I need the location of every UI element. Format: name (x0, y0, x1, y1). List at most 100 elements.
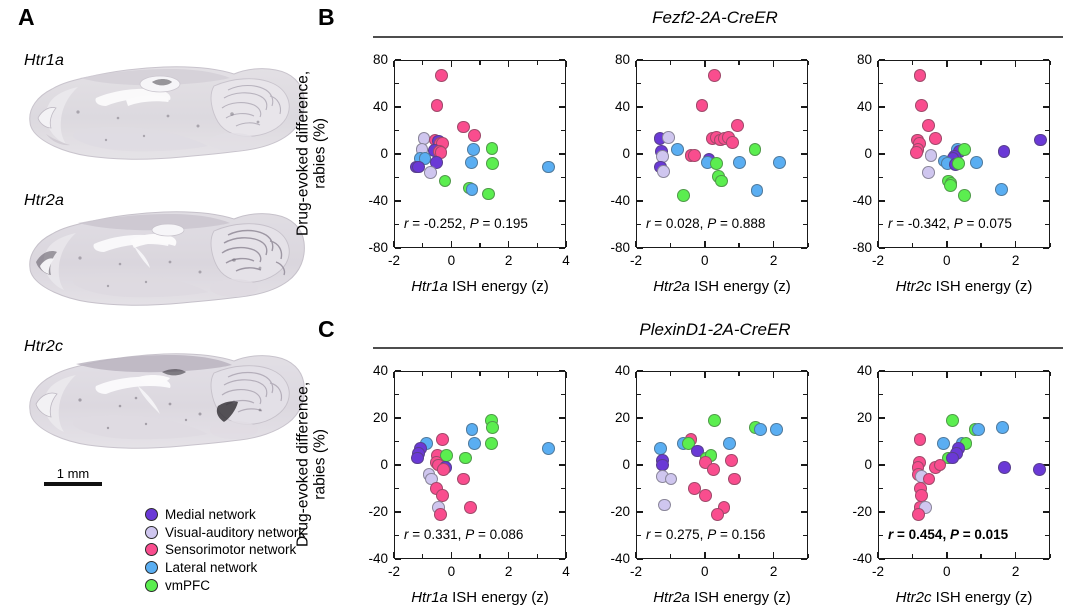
y-tick-minor (637, 176, 641, 179)
x-axis-label: Htr2c ISH energy (z) (858, 278, 1070, 295)
x-tick-minor (421, 554, 424, 558)
scatter-point (456, 472, 470, 486)
scatter-point (910, 146, 923, 160)
panel-b-rule (373, 36, 1063, 39)
x-tick-major-top (772, 372, 775, 378)
scatter-point (936, 437, 950, 451)
x-tick-major (635, 552, 637, 558)
y-tick-label: 80 (856, 52, 872, 67)
y-tick-major (879, 59, 885, 61)
x-axis-label-rest: ISH energy (z) (447, 589, 549, 606)
y-tick-major-right (801, 464, 807, 466)
x-tick-major (946, 241, 948, 247)
y-tick-minor-right (803, 82, 807, 85)
y-axis-label-line2: rabies (%) (312, 429, 329, 500)
y-tick-major-right (1043, 464, 1049, 466)
scatter-point (924, 148, 938, 162)
scatter-point (708, 68, 721, 82)
y-tick-major-right (1043, 247, 1049, 249)
r-value: r = 0.454 (888, 527, 943, 542)
scatter-point (690, 444, 704, 458)
x-tick-major-top (946, 372, 948, 378)
x-tick-major-top (946, 61, 948, 67)
y-tick-label: 20 (856, 410, 872, 425)
y-tick-major (395, 511, 401, 513)
correlation-annotation: r = 0.331, P = 0.086 (404, 527, 524, 542)
r-value: r = -0.342 (888, 216, 947, 231)
scatter-point (411, 160, 425, 174)
y-tick-major-right (1043, 153, 1049, 155)
legend-item[interactable]: vmPFC (145, 576, 305, 594)
scatter-point (657, 165, 670, 179)
scatter-point (430, 155, 443, 169)
y-tick-major-right (1043, 370, 1049, 372)
y-tick-major (637, 558, 643, 560)
scatter-point (952, 157, 965, 170)
scatter-point (943, 179, 957, 193)
y-tick-major (395, 200, 401, 202)
scatter-point (485, 437, 498, 451)
y-tick-label: -20 (610, 504, 630, 519)
scatter-point (463, 500, 477, 514)
x-tick-minor (911, 554, 914, 558)
correlation-annotation: r = 0.028, P = 0.888 (646, 216, 766, 231)
legend-item[interactable]: Sensorimotor network (145, 541, 305, 559)
x-tick-minor-top (911, 372, 914, 376)
x-tick-major-top (635, 372, 637, 378)
x-tick-minor (669, 243, 672, 247)
y-tick-label: -40 (852, 193, 872, 208)
scatter-point (773, 155, 787, 169)
y-tick-minor-right (561, 82, 565, 85)
x-tick-label: 0 (943, 253, 951, 268)
scatter-point (913, 68, 927, 82)
y-tick-minor-right (1045, 534, 1049, 537)
legend-item[interactable]: Medial network (145, 506, 305, 524)
y-tick-label: -80 (610, 240, 630, 255)
x-tick-minor (980, 554, 982, 558)
scatter-point (708, 413, 721, 427)
scatter-point (465, 155, 478, 169)
scatter-point (972, 423, 985, 437)
x-tick-major-top (450, 61, 453, 67)
y-tick-major (395, 153, 401, 155)
y-tick-major (395, 417, 401, 419)
scatter-point (723, 437, 736, 451)
scatter-plot-c1: -2 0 2 4 -40 -20 0 20 40 r = 0.331, P = 0.086 Htr1… (368, 364, 569, 606)
brain-section-htr1a (18, 56, 310, 171)
r-value: r = 0.028 (646, 216, 700, 231)
x-tick-minor-top (536, 372, 539, 376)
scatter-point (670, 142, 684, 156)
scatter-point (969, 155, 983, 169)
legend-color-swatch (145, 525, 158, 539)
y-tick-minor (395, 440, 399, 443)
x-tick-major (635, 241, 637, 247)
x-tick-major-top (393, 61, 395, 67)
y-tick-label: -40 (852, 551, 872, 566)
legend-item[interactable]: Lateral network (145, 559, 305, 577)
scatter-point (436, 489, 450, 502)
y-tick-major (879, 417, 885, 419)
x-axis-label-rest: ISH energy (z) (689, 278, 791, 295)
y-tick-minor (879, 534, 883, 537)
y-tick-minor-right (803, 223, 807, 226)
y-tick-minor-right (1045, 440, 1049, 443)
y-tick-major (637, 153, 643, 155)
y-tick-label: 40 (614, 363, 630, 378)
x-tick-major-top (507, 61, 510, 67)
x-tick-minor (1049, 243, 1051, 247)
x-tick-label: -2 (387, 253, 400, 268)
x-tick-major (704, 552, 706, 558)
legend-item[interactable]: Visual-auditory network (145, 524, 305, 542)
r-value: r = 0.275 (646, 527, 700, 542)
scatter-point (769, 423, 783, 437)
x-tick-major (565, 552, 567, 558)
scatter-point (997, 145, 1011, 159)
x-tick-minor-top (1049, 61, 1051, 65)
scatter-point (467, 142, 481, 156)
y-tick-label: 80 (372, 52, 388, 67)
x-tick-minor-top (807, 61, 809, 65)
y-tick-minor (637, 82, 641, 85)
scatter-point (1033, 133, 1047, 147)
x-tick-label: 2 (1011, 253, 1020, 268)
y-tick-label: 0 (864, 146, 872, 161)
